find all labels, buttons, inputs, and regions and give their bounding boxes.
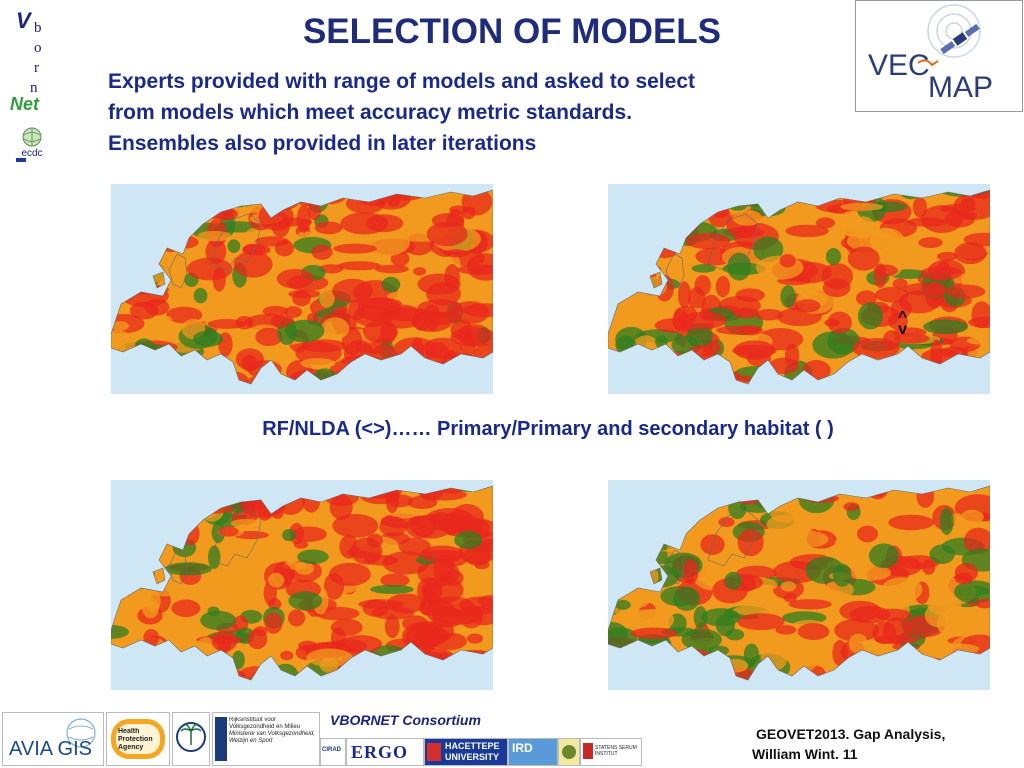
vbornet-letter-o: o (34, 40, 42, 56)
hacettepe-logo-text: HACETTEPE (445, 741, 500, 751)
ssi-logo-text: STATENS SERUM INSTITUT (595, 745, 637, 757)
citation-line-1: GEOVET2013. Gap Analysis, (756, 726, 946, 742)
ergo-logo-text: ERGO (351, 742, 409, 762)
map-rf-secondary (111, 480, 493, 690)
ird-logo-text: IRD (512, 741, 533, 755)
map-rf-primary-image (111, 189, 493, 385)
map-nlda-secondary-image (608, 485, 990, 681)
map-rf-primary (111, 184, 493, 394)
map-arrows: ^ v (898, 309, 908, 338)
vbornet-letter-b: b (34, 20, 42, 36)
rivm-ministry-text: Ministerie van Volksgezondheid, Welzijn … (229, 731, 315, 744)
hpa-logo-text: Health Protection Agency (118, 728, 153, 751)
hacettepe-logo-subtext: UNIVERSITY (445, 752, 500, 762)
vecmap-logo-graphic: VEC MAP (868, 4, 993, 104)
map-nlda-secondary (608, 480, 990, 690)
emblem-icon (562, 745, 576, 759)
ird-logo: IRD (508, 738, 558, 766)
page-title: SELECTION OF MODELS (302, 12, 722, 51)
rivm-logo-text: Rijksinstituut voor Volksgezondheid en M… (229, 717, 301, 730)
avia-gis-logo-text: AVIA GIS (9, 738, 92, 760)
vbornet-logo-v: V (16, 8, 31, 33)
citation: GEOVET2013. Gap Analysis, William Wint. … (752, 724, 1012, 764)
vbornet-logo-net: Net (10, 94, 40, 114)
crest-logo (172, 712, 210, 766)
consortium-label: VBORNET Consortium (330, 712, 481, 728)
rivm-logo: Rijksinstituut voor Volksgezondheid en M… (212, 712, 320, 766)
ecdc-logo-icon: ecdc (16, 127, 43, 162)
intro-line-3: Ensembles also provided in later iterati… (108, 132, 537, 155)
partner-emblem-logo (558, 738, 580, 766)
palm-crest-icon (176, 722, 206, 752)
hpa-logo: Health Protection Agency (106, 712, 170, 766)
map-nlda-primary-image (608, 189, 990, 385)
ecdc-logo-text: ecdc (21, 148, 42, 159)
ergo-logo: ERGO (346, 738, 424, 766)
satellite-icon (940, 23, 980, 55)
citation-line-2: William Wint. 11 (752, 746, 858, 762)
intro-line-2: from models which meet accuracy metric s… (108, 101, 633, 124)
avia-gis-logo: AVIA GIS (2, 712, 104, 766)
arrow-down-icon: v (898, 321, 908, 338)
maps-caption: RF/NLDA (<>)…… Primary/Primary and secon… (262, 418, 834, 440)
vecmap-logo: VEC MAP (855, 0, 1023, 112)
vbornet-logo: V b o r n Net ecdc (6, 8, 54, 162)
cirad-logo: CIRAD (320, 738, 346, 766)
intro-line-1: Experts provided with range of models an… (108, 70, 695, 93)
vecmap-logo-map: MAP (928, 71, 993, 104)
hacettepe-logo: HACETTEPE UNIVERSITY (424, 738, 508, 766)
map-rf-secondary-image (111, 485, 493, 681)
mosquito-icon (917, 59, 939, 67)
cirad-logo-text: CIRAD (322, 747, 341, 753)
map-nlda-primary: ^ v (608, 184, 990, 394)
vbornet-letter-r: r (34, 60, 39, 76)
intro-text: Experts provided with range of models an… (108, 66, 838, 159)
ssi-logo: STATENS SERUM INSTITUT (580, 738, 642, 766)
vbornet-letter-n: n (30, 80, 38, 96)
arrow-up-icon: ^ (898, 309, 908, 326)
partner-logos-strip: AVIA GIS Health Protection Agency Rijksi… (0, 708, 660, 768)
vecmap-logo-vec: VEC (868, 49, 930, 82)
